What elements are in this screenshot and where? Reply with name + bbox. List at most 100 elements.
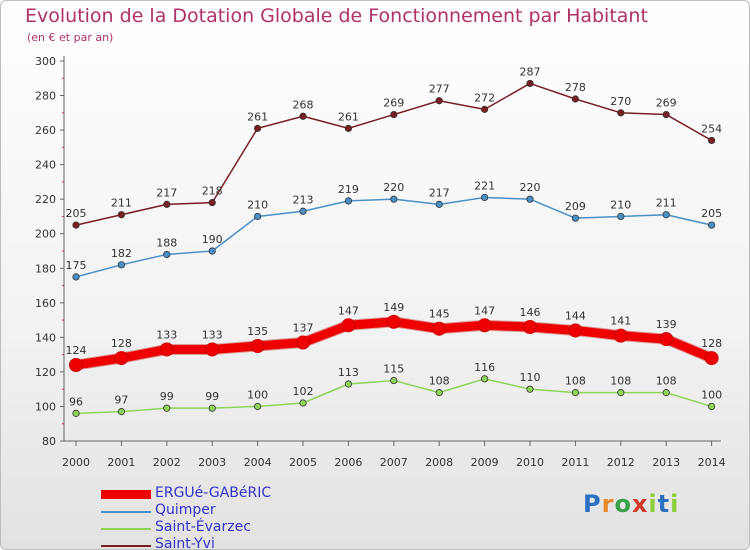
data-label: 261 [338,110,359,123]
logo-letter: i [648,490,658,518]
data-label: 211 [111,197,132,210]
legend-swatch [101,528,151,530]
data-point [707,136,716,145]
data-label: 146 [520,306,541,319]
data-point [117,261,126,269]
data-point [72,273,80,281]
data-point [707,402,716,411]
legend-label: ERGUé-GABéRIC [155,485,272,501]
data-point [390,110,398,119]
legend-item: ERGUé-GABéRIC [101,485,361,503]
data-point [568,323,583,338]
data-label: 182 [111,247,132,260]
y-tick-label: 140 [35,331,56,344]
data-label: 220 [520,181,541,194]
data-point [117,211,126,219]
x-tick-label: 2009 [471,456,499,469]
data-label: 96 [69,395,83,408]
y-tick-label: 100 [35,400,56,413]
data-label: 175 [66,259,87,272]
legend-item: Saint-Yvi [101,536,361,550]
x-tick-label: 2000 [62,456,90,469]
data-point [435,200,443,208]
data-point [432,321,447,336]
data-label: 102 [293,385,314,398]
series-saint-yvi: 205 211 217 218 261 268 261 269 277 272 287 278 270 2… [66,65,722,229]
x-tick-label: 2008 [425,456,453,469]
legend-label: Saint-Yvi [155,536,215,550]
data-label: 116 [474,361,495,374]
data-label: 221 [474,179,495,192]
data-point [526,79,534,88]
data-point [662,110,670,119]
y-tick-label: 220 [35,193,56,206]
legend-label: Saint-Évarzec [155,519,251,535]
chart-legend: ERGUé-GABéRIC Quimper Saint-Évarzec Saint-Y… [101,485,361,550]
data-point [526,385,534,393]
x-tick-label: 2007 [380,456,408,469]
y-tick-label: 80 [42,435,56,448]
data-point [571,95,580,103]
series-ergu-gab-ric: 124 128 133 133 135 137 147 149 145 147 146 144 141 1… [66,301,722,372]
data-point [344,197,352,205]
data-point [617,389,625,397]
data-point [72,409,80,417]
data-point [480,375,489,383]
data-label: 205 [66,207,87,220]
data-label: 128 [701,337,722,350]
data-label: 108 [429,375,450,388]
x-tick-label: 2011 [561,456,589,469]
data-label: 269 [656,97,677,110]
data-label: 217 [429,186,450,199]
data-point [117,408,126,416]
data-label: 144 [565,309,586,322]
data-point [299,207,307,215]
logo-letter: x [631,490,649,518]
data-point [386,314,401,329]
data-label: 99 [160,390,174,403]
y-tick-label: 160 [35,297,56,310]
data-point [208,247,216,255]
data-point [613,328,628,343]
data-point [114,351,129,366]
data-label: 209 [565,200,586,213]
y-tick-label: 260 [35,124,56,137]
data-point [299,112,307,120]
legend-item: Saint-Évarzec [101,519,361,537]
data-label: 149 [383,301,404,314]
y-tick-label: 200 [35,228,56,241]
data-label: 145 [429,308,450,321]
y-tick-label: 280 [35,90,56,103]
data-label: 110 [520,371,541,384]
data-label: 115 [383,363,404,376]
data-point [208,404,216,412]
data-label: 128 [111,337,132,350]
data-label: 133 [202,328,223,341]
data-label: 188 [156,236,177,249]
data-point [523,320,537,334]
data-label: 135 [247,325,268,338]
data-point [205,342,220,357]
data-point [163,250,171,259]
data-point [254,402,262,411]
logo-letter: i [670,490,680,518]
data-label: 219 [338,183,359,196]
data-label: 220 [383,181,404,194]
legend-swatch [101,490,151,499]
data-point [480,105,489,113]
data-point [617,212,625,221]
data-label: 139 [656,318,677,331]
data-label: 147 [474,304,495,317]
legend-swatch [101,545,151,547]
data-label: 218 [202,185,223,198]
x-tick-label: 2014 [698,456,726,469]
y-tick-label: 300 [35,55,56,68]
data-label: 269 [383,97,404,110]
data-label: 190 [202,233,223,246]
data-point [662,389,670,397]
y-tick-label: 180 [35,262,56,275]
legend-item: Quimper [101,502,361,520]
data-label: 287 [520,65,541,78]
data-point [435,389,443,397]
data-point [704,351,719,366]
